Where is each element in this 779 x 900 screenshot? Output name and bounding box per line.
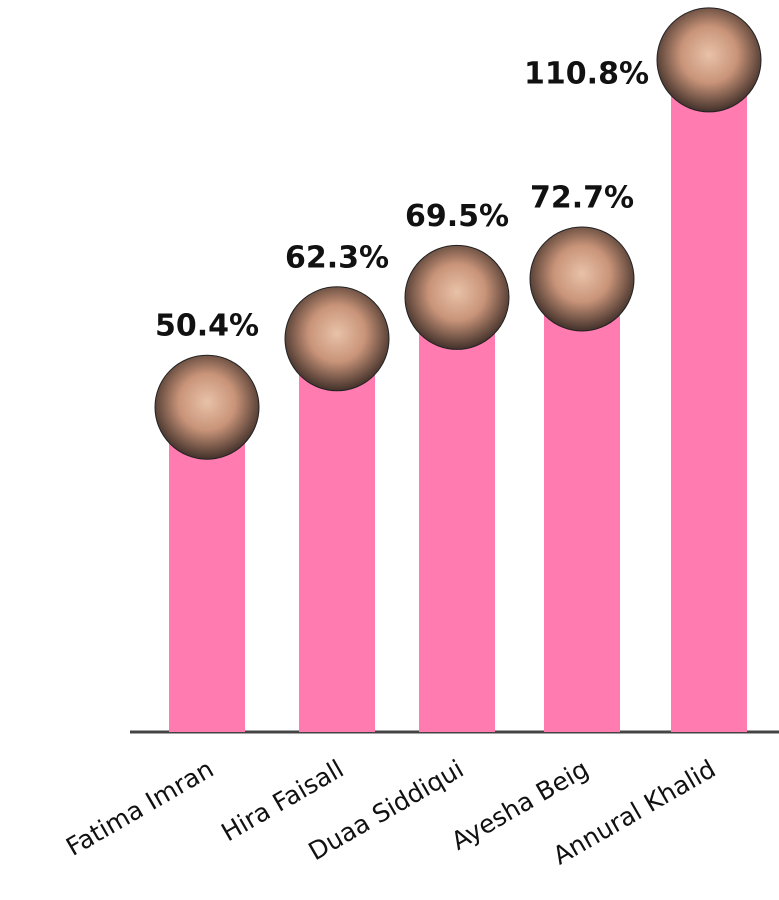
value-label: 69.5%: [405, 199, 509, 234]
bar: [169, 442, 245, 732]
chart: 50.4%Fatima Imran62.3%Hira Faisall69.5%D…: [0, 0, 779, 900]
avatar: [657, 8, 761, 112]
avatar: [530, 227, 634, 331]
bar: [544, 314, 620, 732]
x-tick-label: Fatima Imran: [61, 754, 218, 862]
avatar: [155, 355, 259, 459]
bar: [419, 332, 495, 732]
value-label: 50.4%: [155, 309, 259, 344]
value-label: 62.3%: [285, 240, 389, 275]
avatar: [285, 287, 389, 391]
bar: [299, 374, 375, 732]
value-label: 72.7%: [530, 180, 634, 215]
avatar: [405, 245, 509, 349]
value-label: 110.8%: [524, 56, 649, 91]
bar: [671, 95, 747, 732]
